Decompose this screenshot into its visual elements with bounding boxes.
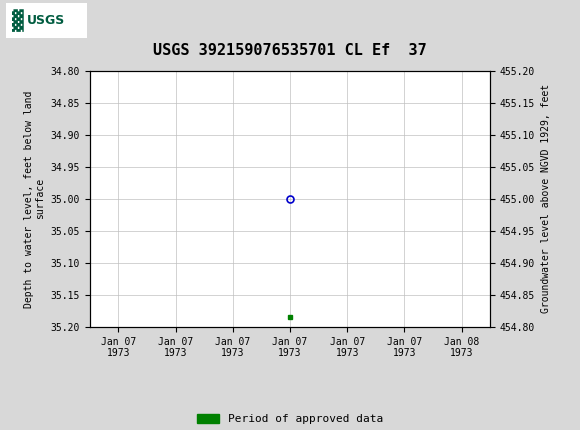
Text: ▓: ▓ [12,9,23,32]
Y-axis label: Depth to water level, feet below land
surface: Depth to water level, feet below land su… [24,90,45,307]
Text: USGS 392159076535701 CL Ef  37: USGS 392159076535701 CL Ef 37 [153,43,427,58]
Bar [6,3,87,37]
Y-axis label: Groundwater level above NGVD 1929, feet: Groundwater level above NGVD 1929, feet [541,84,550,313]
Text: USGS: USGS [27,14,66,27]
Legend: Period of approved data: Period of approved data [193,409,387,429]
